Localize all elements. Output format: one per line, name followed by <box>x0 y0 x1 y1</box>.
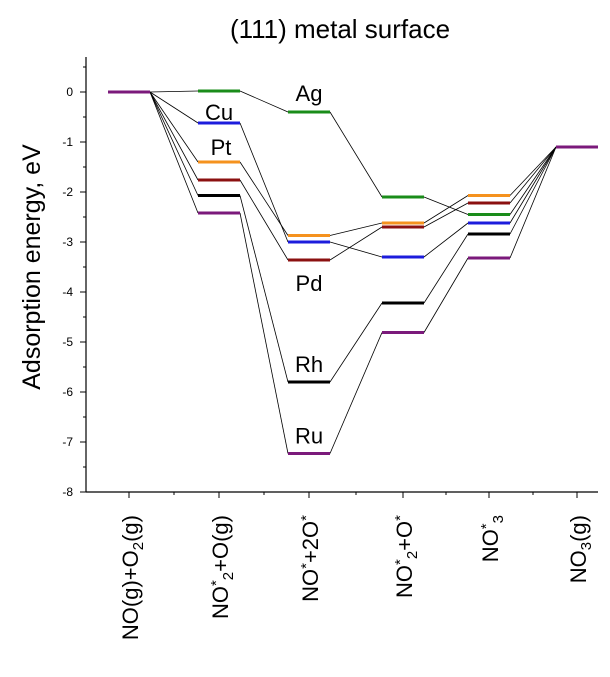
x-tick-label-part: (g) <box>118 515 143 542</box>
connector-pd <box>239 179 289 261</box>
connector-ru <box>423 257 469 333</box>
x-tick-label-part: +2O <box>298 521 323 563</box>
x-tick-label-part: NO <box>478 529 503 562</box>
y-tick-label: -3 <box>62 235 73 249</box>
connector-cu <box>423 222 469 258</box>
connector-pd <box>149 91 199 181</box>
x-tick-label-part: 2 <box>220 572 237 580</box>
connector-ag <box>239 90 289 113</box>
chart-title: (111) metal surface <box>230 14 450 44</box>
connector-rh <box>149 91 199 196</box>
x-tick-label-part: * <box>298 563 315 569</box>
x-tick-label: NO*3 <box>478 515 507 562</box>
x-tick-label: NO(g)+O2(g) <box>118 515 147 640</box>
connector-ag <box>423 196 469 215</box>
series-labels: Ag Cu Pt Pd Rh Ru <box>205 81 323 449</box>
connector-rh <box>423 233 469 304</box>
series-label-pd: Pd <box>296 271 323 296</box>
y-tick-label: -5 <box>62 335 73 349</box>
connector-cu <box>329 241 383 258</box>
connector-pd <box>329 226 383 261</box>
connector-pt <box>423 195 469 224</box>
connector-ag <box>149 90 199 93</box>
x-tick-label-part: NO <box>208 586 233 619</box>
x-tick-label-part: NO(g)+O <box>118 550 143 640</box>
connector-pd <box>509 146 557 204</box>
y-tick-label: -7 <box>62 435 73 449</box>
series-label-cu: Cu <box>205 100 233 125</box>
x-tick-labels: NO(g)+O2(g)NO*2+O(g)NO*+2O*NO*2+O*NO*3NO… <box>118 515 595 640</box>
x-tick-label-part: +O <box>208 542 233 572</box>
connector-ru <box>329 332 383 454</box>
x-tick-label-part: (g) <box>566 515 591 542</box>
x-tick-label-part: (g) <box>208 515 233 542</box>
x-tick-label-part: * <box>392 559 409 565</box>
connector-rh <box>239 195 289 383</box>
connector-ru <box>239 212 289 454</box>
x-tick-label-part: NO <box>298 569 323 602</box>
x-tick-label-part: * <box>208 580 225 586</box>
connector-ru <box>149 91 199 214</box>
y-tick-label: -1 <box>62 135 73 149</box>
axes-group: 0 -1 -2 -3 -4 -5 -6 -7 -8 <box>62 57 598 499</box>
connector-pt <box>509 146 557 196</box>
energy-levels <box>108 89 598 455</box>
series-label-ag: Ag <box>296 81 323 106</box>
x-tick-label-part: * <box>478 523 495 529</box>
x-tick-label: NO*+2O* <box>298 515 323 602</box>
y-tick-label: -6 <box>62 385 73 399</box>
x-tick-label: NO*2+O* <box>392 515 421 598</box>
connector-pt <box>149 91 199 163</box>
y-tick-label: -4 <box>62 285 73 299</box>
y-axis-label: Adsorption energy, eV <box>18 144 46 390</box>
series-label-ru: Ru <box>295 424 323 449</box>
connector-cu <box>509 146 557 224</box>
x-tick-label: NO3(g) <box>566 515 595 583</box>
connector-ru <box>509 146 557 259</box>
connector-pd <box>423 202 469 228</box>
connector-rh <box>329 302 383 383</box>
x-tick-label-part: 3 <box>490 515 507 523</box>
connector-cu <box>149 91 199 124</box>
series-label-rh: Rh <box>295 352 323 377</box>
series-label-pt: Pt <box>211 135 232 160</box>
x-tick-label-part: 3 <box>578 542 595 550</box>
x-tick-label-part: NO <box>566 550 591 583</box>
y-tick-label: -2 <box>62 185 73 199</box>
x-tick-label-part: 2 <box>130 542 147 550</box>
connector-ag <box>329 111 383 198</box>
connector-cu <box>239 122 289 243</box>
x-tick-label-part: +O <box>392 521 417 551</box>
connector-lines <box>149 90 557 454</box>
x-tick-label-part: * <box>298 515 315 521</box>
x-tick-label-part: 2 <box>404 551 421 559</box>
x-tick-label-part: NO <box>392 565 417 598</box>
connector-ag <box>509 146 557 215</box>
y-tick-label: 0 <box>66 85 73 99</box>
connector-pt <box>239 161 289 236</box>
x-tick-label: NO*2+O(g) <box>208 515 237 619</box>
x-tick-label-part: * <box>392 515 409 521</box>
y-tick-label: -8 <box>62 485 73 499</box>
connector-pt <box>329 222 383 236</box>
connector-rh <box>509 146 557 235</box>
